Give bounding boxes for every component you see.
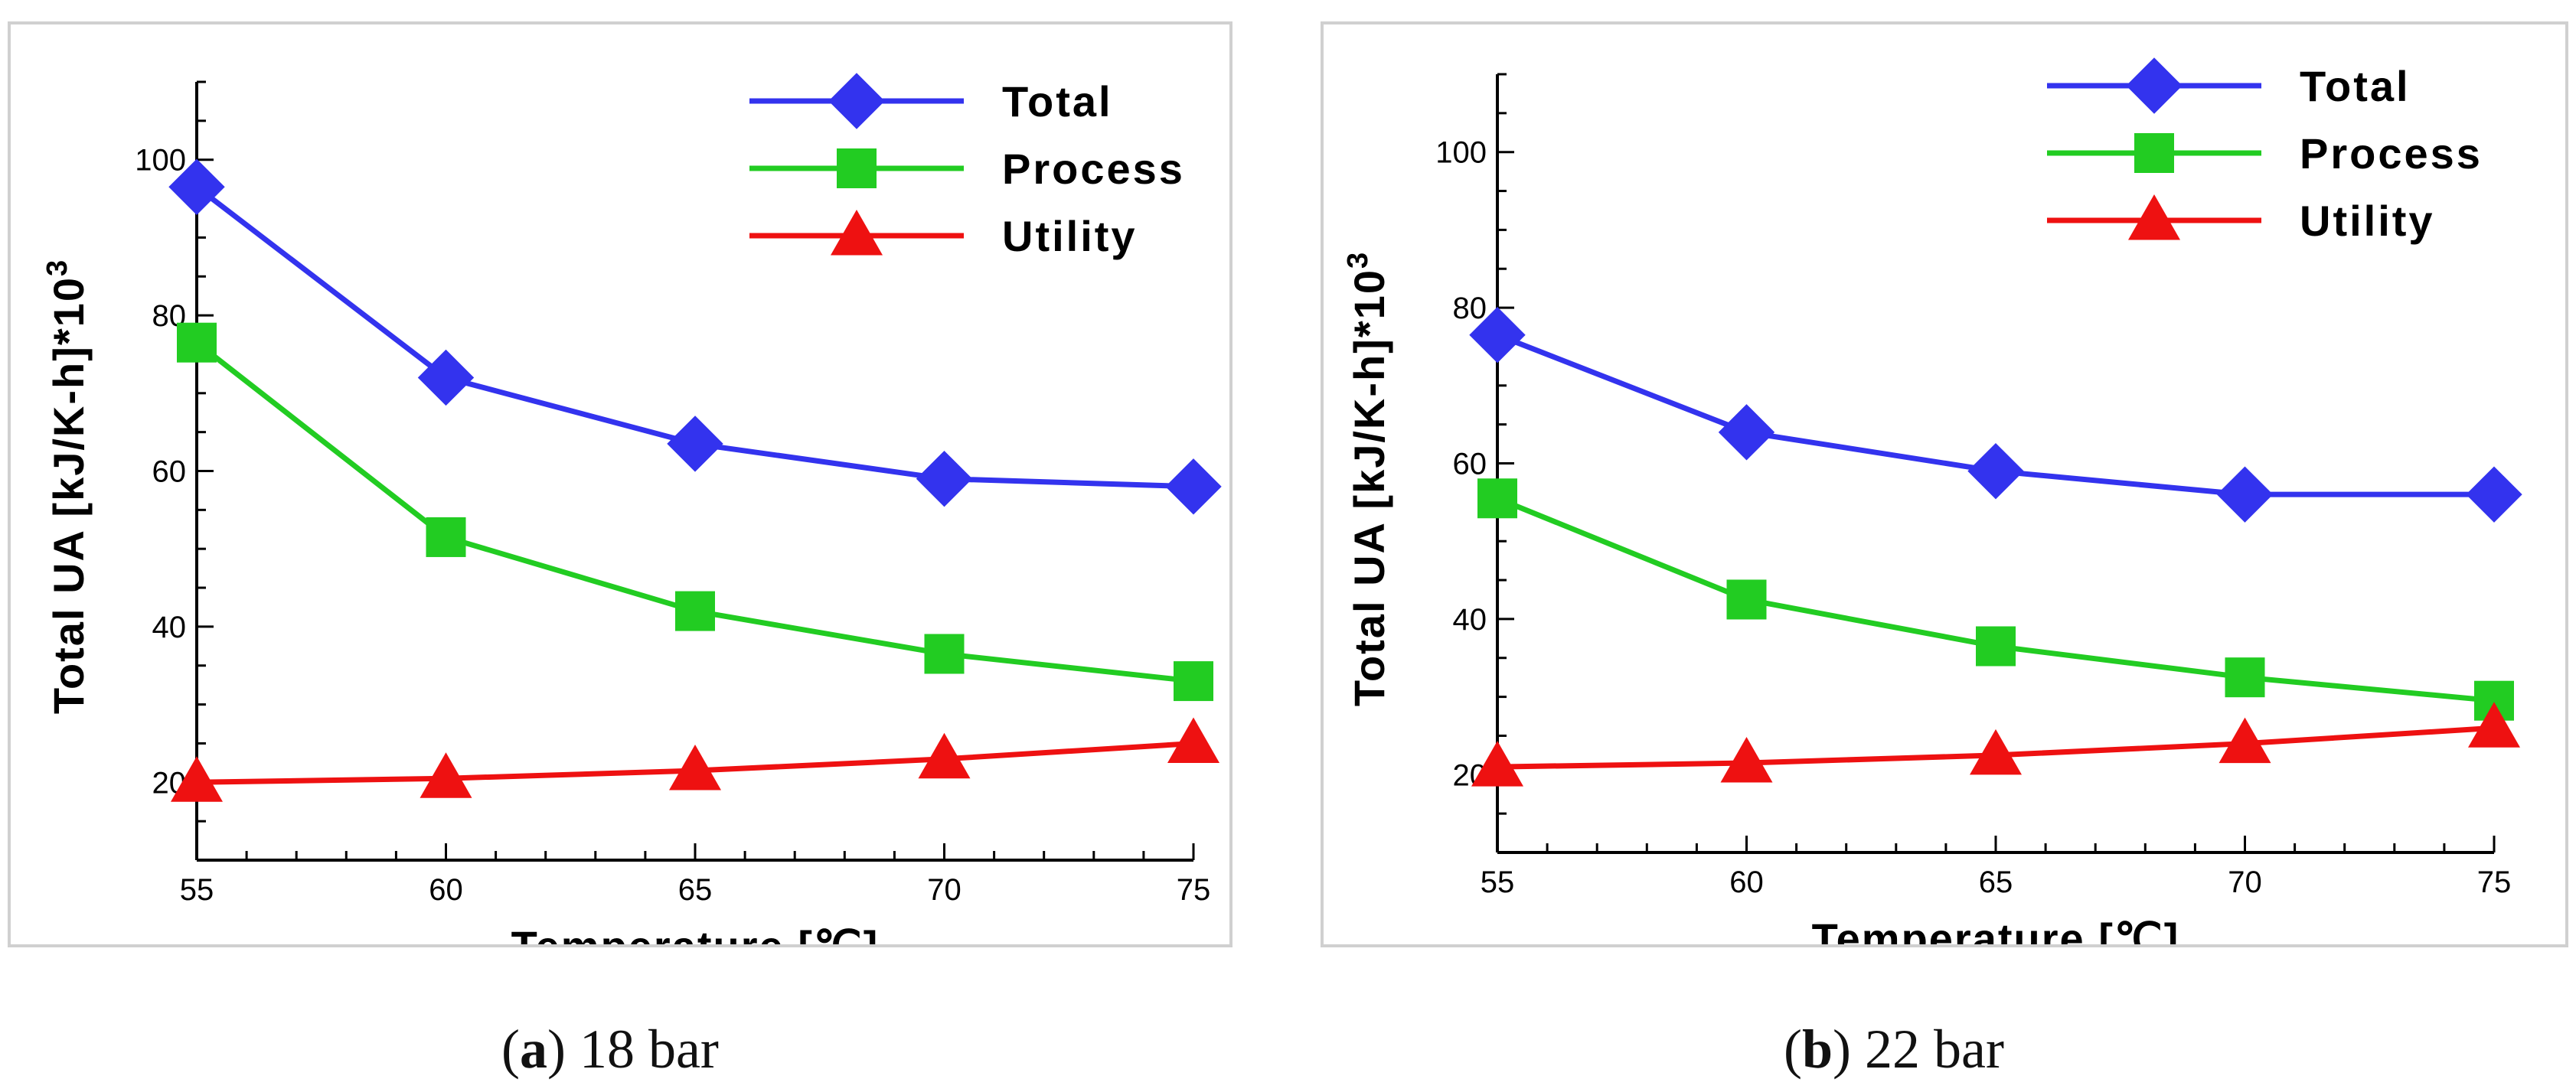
data-point-a-total-70 [916, 450, 973, 507]
data-point-b-total-60 [1718, 404, 1775, 461]
data-point-b-process-70 [2225, 657, 2265, 698]
caption-text-b: 22 bar [1865, 1019, 2004, 1080]
legend-label-b-process: Process [2300, 129, 2483, 178]
y-tick-label-b-100: 100 [1435, 136, 1487, 170]
data-point-b-utility-60 [1720, 737, 1773, 783]
legend-marker-a-utility [831, 210, 883, 256]
data-point-a-process-60 [426, 517, 466, 557]
x-tick-label-a-70: 70 [927, 873, 962, 907]
data-point-a-utility-75 [1167, 717, 1219, 763]
data-point-b-total-70 [2216, 466, 2274, 523]
caption-text-a: 18 bar [579, 1019, 719, 1080]
data-point-a-utility-70 [918, 732, 971, 779]
x-tick-label-a-55: 55 [180, 873, 214, 907]
legend-marker-a-total [828, 73, 885, 129]
x-tick-label-b-70: 70 [2228, 865, 2262, 899]
data-point-b-utility-65 [1970, 729, 2022, 775]
data-point-b-utility-75 [2468, 702, 2520, 748]
data-point-b-process-55 [1477, 478, 1517, 519]
y-tick-label-a-60: 60 [152, 455, 187, 489]
caption-letter-b: b [1801, 1019, 1833, 1080]
y-axis-title-exponent-b: 3 [1342, 251, 1374, 269]
x-tick-label-b-60: 60 [1729, 865, 1764, 899]
legend-label-b-utility: Utility [2300, 197, 2435, 245]
data-point-a-utility-60 [420, 752, 472, 798]
data-point-b-process-60 [1726, 579, 1767, 620]
y-axis-title-exponent-a: 3 [41, 259, 73, 276]
y-tick-label-a-100: 100 [135, 144, 186, 178]
data-point-a-total-60 [417, 349, 475, 406]
data-point-a-total-55 [168, 158, 225, 216]
legend-marker-b-total [2126, 57, 2183, 114]
x-tick-label-b-65: 65 [1979, 865, 2013, 899]
x-tick-label-a-65: 65 [678, 873, 713, 907]
data-point-b-total-65 [1967, 442, 2024, 500]
data-point-a-process-70 [924, 634, 965, 674]
x-tick-label-b-55: 55 [1481, 865, 1515, 899]
legend-marker-b-utility [2128, 194, 2180, 240]
data-point-a-utility-65 [669, 745, 721, 790]
y-tick-label-b-40: 40 [1453, 603, 1487, 637]
legend-label-a-total: Total [1002, 77, 1113, 125]
data-point-a-utility-55 [171, 756, 223, 802]
data-point-b-total-55 [1469, 306, 1526, 363]
series-line-b-process [1496, 496, 2495, 704]
data-point-b-utility-55 [1471, 741, 1523, 787]
y-tick-label-a-40: 40 [152, 611, 187, 644]
chart-panel-b: 20 40 60 80 100 55 60 65 70 75 Temperature [℃] Tota… [1321, 21, 2568, 947]
caption-b: (b) 22 bar [1784, 1019, 2004, 1080]
x-axis-title-b: Temperature [℃] [1812, 914, 2180, 944]
x-tick-label-a-75: 75 [1177, 873, 1211, 907]
y-axis-title-b: Total UA [kJ/K-h]*103 [1342, 251, 1393, 706]
data-point-a-total-65 [667, 416, 723, 472]
x-axis-title-a: Temperature [℃] [511, 922, 880, 944]
data-point-b-utility-70 [2218, 717, 2271, 764]
y-axis-title-a: Total UA [kJ/K-h]*103 [41, 259, 93, 714]
legend-label-b-total: Total [2300, 62, 2411, 110]
y-tick-label-b-80: 80 [1453, 292, 1487, 325]
caption-a: (a) 18 bar [501, 1019, 719, 1080]
data-point-b-total-75 [2466, 466, 2522, 523]
legend-label-a-process: Process [1002, 145, 1185, 193]
legend-label-a-utility: Utility [1002, 212, 1138, 260]
x-tick-label-a-60: 60 [429, 873, 463, 907]
x-tick-label-b-75: 75 [2477, 865, 2512, 899]
data-point-a-process-55 [177, 322, 217, 363]
legend-marker-b-process [2134, 133, 2174, 173]
legend-marker-a-process [837, 148, 877, 188]
data-point-a-process-65 [675, 591, 715, 631]
y-tick-label-b-60: 60 [1453, 448, 1487, 481]
data-point-b-process-65 [1976, 626, 2016, 667]
caption-letter-a: a [519, 1019, 547, 1080]
data-point-a-process-75 [1174, 661, 1213, 702]
data-point-a-total-75 [1165, 458, 1222, 515]
